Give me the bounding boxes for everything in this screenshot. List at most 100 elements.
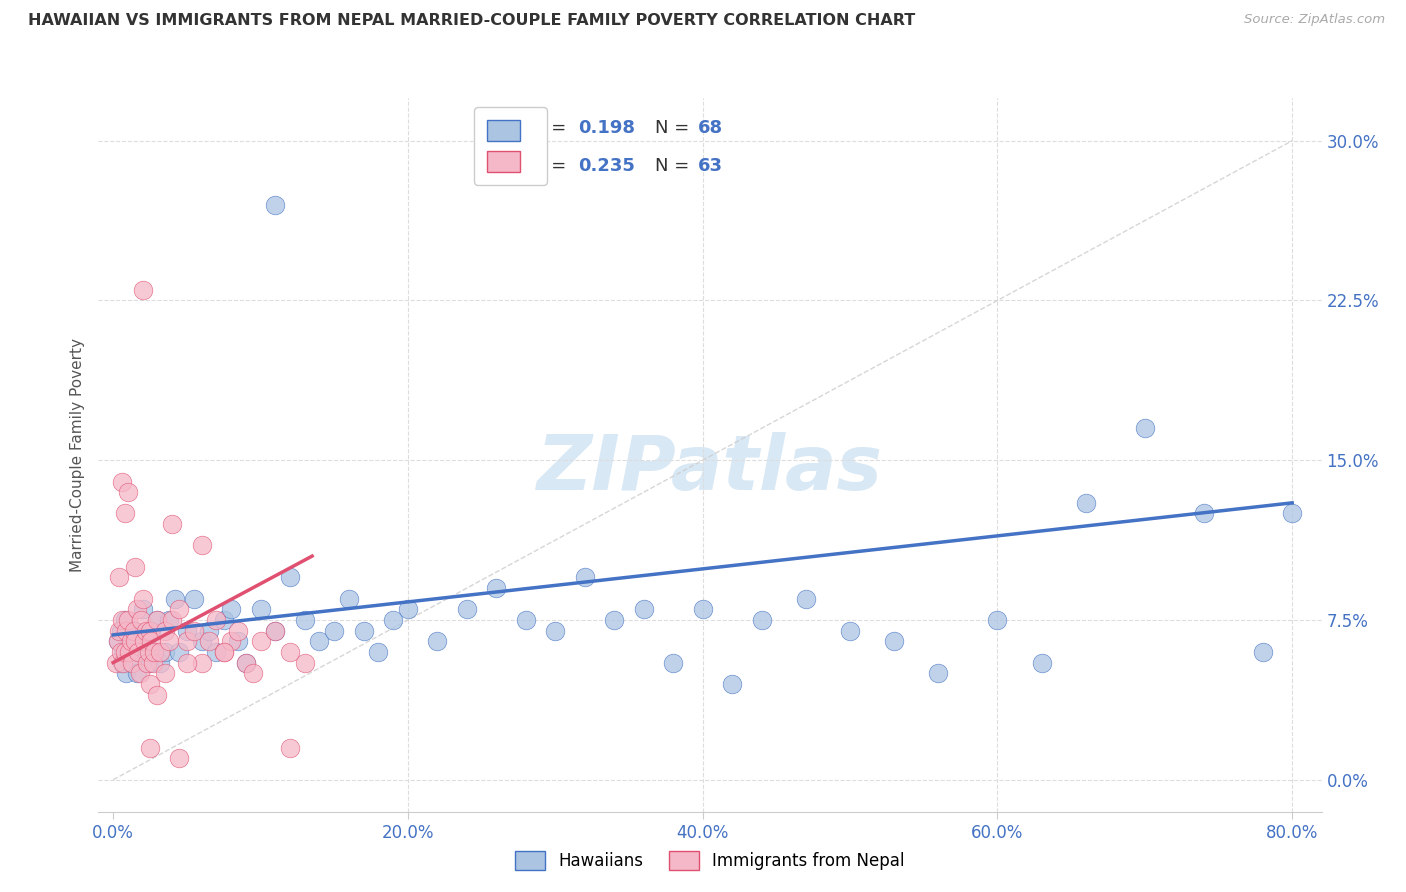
Point [165,591,187,606]
Text: 63: 63 [697,157,723,175]
Point [153,645,176,659]
Point [112,656,135,670]
Point [228,634,250,648]
Point [157,634,180,648]
Point [114,507,136,521]
Point [1031,656,1053,670]
Point [603,613,626,627]
Point [108,624,131,638]
Point [515,613,537,627]
Point [294,613,316,627]
Point [219,634,242,648]
Point [142,656,165,670]
Point [485,581,508,595]
Point [235,656,257,670]
Point [117,645,139,659]
Point [160,517,183,532]
Point [138,656,160,670]
Point [122,624,145,638]
Point [115,624,138,638]
Text: ZIPatlas: ZIPatlas [537,433,883,506]
Point [212,613,235,627]
Point [382,613,405,627]
Point [118,645,141,659]
Point [108,570,131,584]
Point [131,591,153,606]
Text: N =: N = [655,120,689,137]
Point [121,634,143,648]
Point [160,613,183,627]
Point [190,656,212,670]
Point [128,666,150,681]
Point [264,624,287,638]
Text: 0.198: 0.198 [578,120,636,137]
Point [367,645,389,659]
Point [294,656,316,670]
Point [198,634,221,648]
Point [1074,496,1097,510]
Legend: Hawaiians, Immigrants from Nepal: Hawaiians, Immigrants from Nepal [503,839,917,882]
Point [337,591,360,606]
Point [396,602,419,616]
Point [176,624,198,638]
Point [721,677,744,691]
Point [143,645,166,659]
Point [107,634,129,648]
Point [1251,645,1274,659]
Point [205,645,228,659]
Point [633,602,655,616]
Point [249,634,271,648]
Point [544,624,567,638]
Point [149,656,172,670]
Point [120,656,142,670]
Point [169,645,191,659]
Point [986,613,1008,627]
Point [146,688,169,702]
Point [110,624,132,638]
Point [120,634,142,648]
Point [278,570,301,584]
Point [141,624,163,638]
Point [149,645,172,659]
Point [114,645,136,659]
Point [219,602,242,616]
Point [574,570,596,584]
Point [111,475,134,489]
Point [131,602,153,616]
Point [121,656,143,670]
Text: 0.235: 0.235 [578,157,634,175]
Point [751,613,773,627]
Point [1133,421,1156,435]
Point [190,634,212,648]
Point [176,634,198,648]
Point [794,591,817,606]
Point [176,656,198,670]
Point [212,645,235,659]
Point [198,624,221,638]
Point [183,591,205,606]
Point [105,656,128,670]
Point [323,624,346,638]
Point [129,613,152,627]
Point [839,624,862,638]
Point [117,485,139,500]
Point [242,666,264,681]
Point [115,666,138,681]
Point [107,634,129,648]
Point [146,613,169,627]
Point [118,624,141,638]
Point [111,613,134,627]
Point [883,634,905,648]
Point [143,645,166,659]
Point [153,624,176,638]
Point [169,602,191,616]
Point [114,613,136,627]
Point [141,634,163,648]
Point [135,624,157,638]
Point [124,634,146,648]
Point [146,613,169,627]
Point [183,624,205,638]
Point [139,677,162,691]
Point [139,740,162,755]
Point [124,559,146,574]
